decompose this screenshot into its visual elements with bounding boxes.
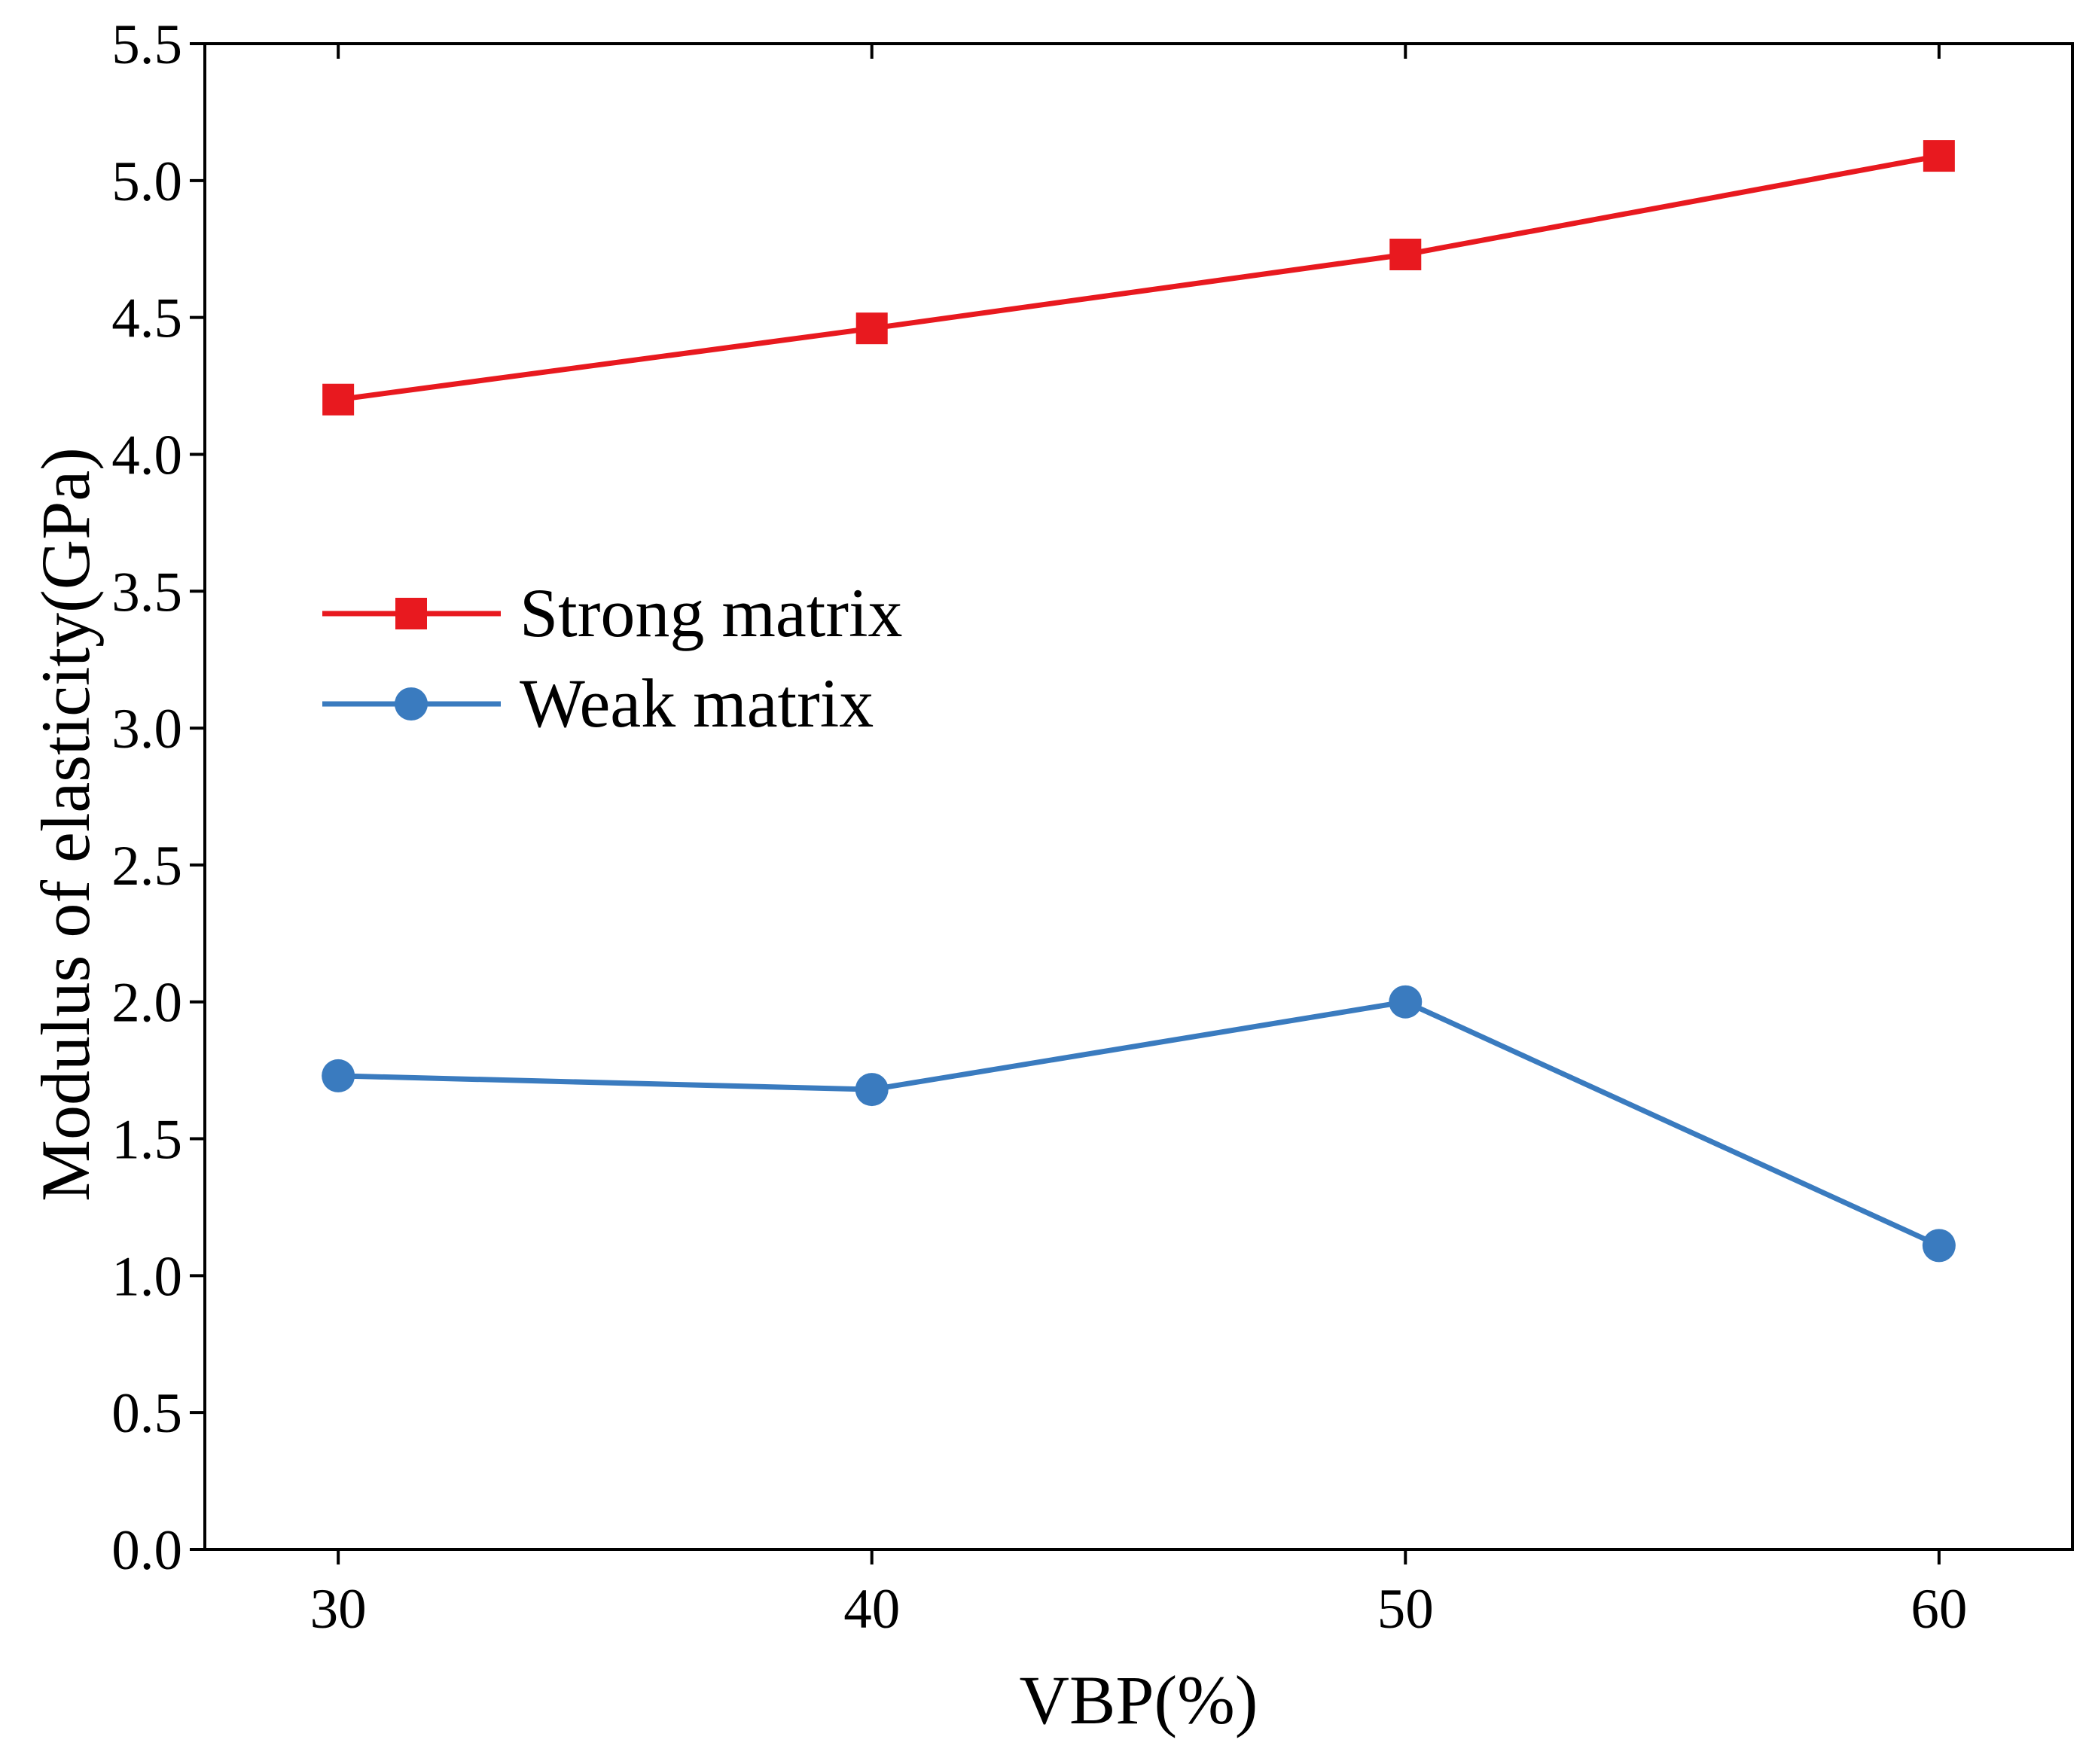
data-point (1389, 239, 1422, 270)
x-axis-title: VBP(%) (1020, 1662, 1258, 1738)
y-tick-label: 5.5 (111, 14, 182, 76)
legend-marker (395, 687, 428, 721)
legend: Strong matrix Weak matrix (322, 574, 903, 742)
y-tick-label: 2.5 (111, 835, 182, 897)
legend-label: Weak matrix (520, 665, 874, 742)
y-tick-label: 0.5 (111, 1382, 182, 1445)
legend-marker (395, 598, 427, 629)
y-tick-label: 1.5 (111, 1109, 182, 1171)
series-line (337, 153, 1940, 403)
y-axis-title: Modulus of elasticity(GPa) (27, 447, 104, 1202)
y-tick-label: 0.0 (111, 1519, 182, 1582)
y-axis: 0.0 0.5 1.0 1.5 2.0 2.5 3.0 3.5 4.0 4.5 5.0 5.5 (111, 14, 205, 1582)
data-point (1923, 140, 1955, 172)
y-tick-label: 5.0 (111, 151, 182, 213)
data-point (1389, 985, 1423, 1019)
plot-frame (203, 42, 2074, 1551)
x-tick-label: 60 (1911, 1578, 1967, 1641)
x-tick-label: 40 (843, 1578, 900, 1641)
y-tick-label: 4.5 (111, 288, 182, 350)
x-axis: 30 40 50 60 (310, 44, 1967, 1641)
series-1 (322, 140, 1955, 416)
data-point (855, 312, 888, 345)
legend-label: Strong matrix (520, 574, 903, 651)
y-tick-label: 1.0 (111, 1245, 182, 1308)
x-tick-label: 30 (310, 1578, 367, 1641)
x-tick-label: 50 (1377, 1578, 1434, 1641)
y-tick-label: 3.0 (111, 698, 182, 760)
legend-item: Weak matrix (322, 665, 874, 742)
data-point (322, 1059, 355, 1092)
y-tick-label: 3.5 (111, 561, 182, 623)
series-layer (322, 140, 1956, 1263)
y-tick-label: 4.0 (111, 424, 182, 486)
plot-border (203, 42, 2074, 1551)
series-line (338, 999, 1941, 1248)
data-point (1922, 1229, 1956, 1263)
data-point (855, 1073, 889, 1107)
legend-item: Strong matrix (322, 574, 903, 651)
y-tick-label: 2.0 (111, 972, 182, 1034)
series-2 (322, 985, 1956, 1263)
data-point (322, 383, 355, 416)
